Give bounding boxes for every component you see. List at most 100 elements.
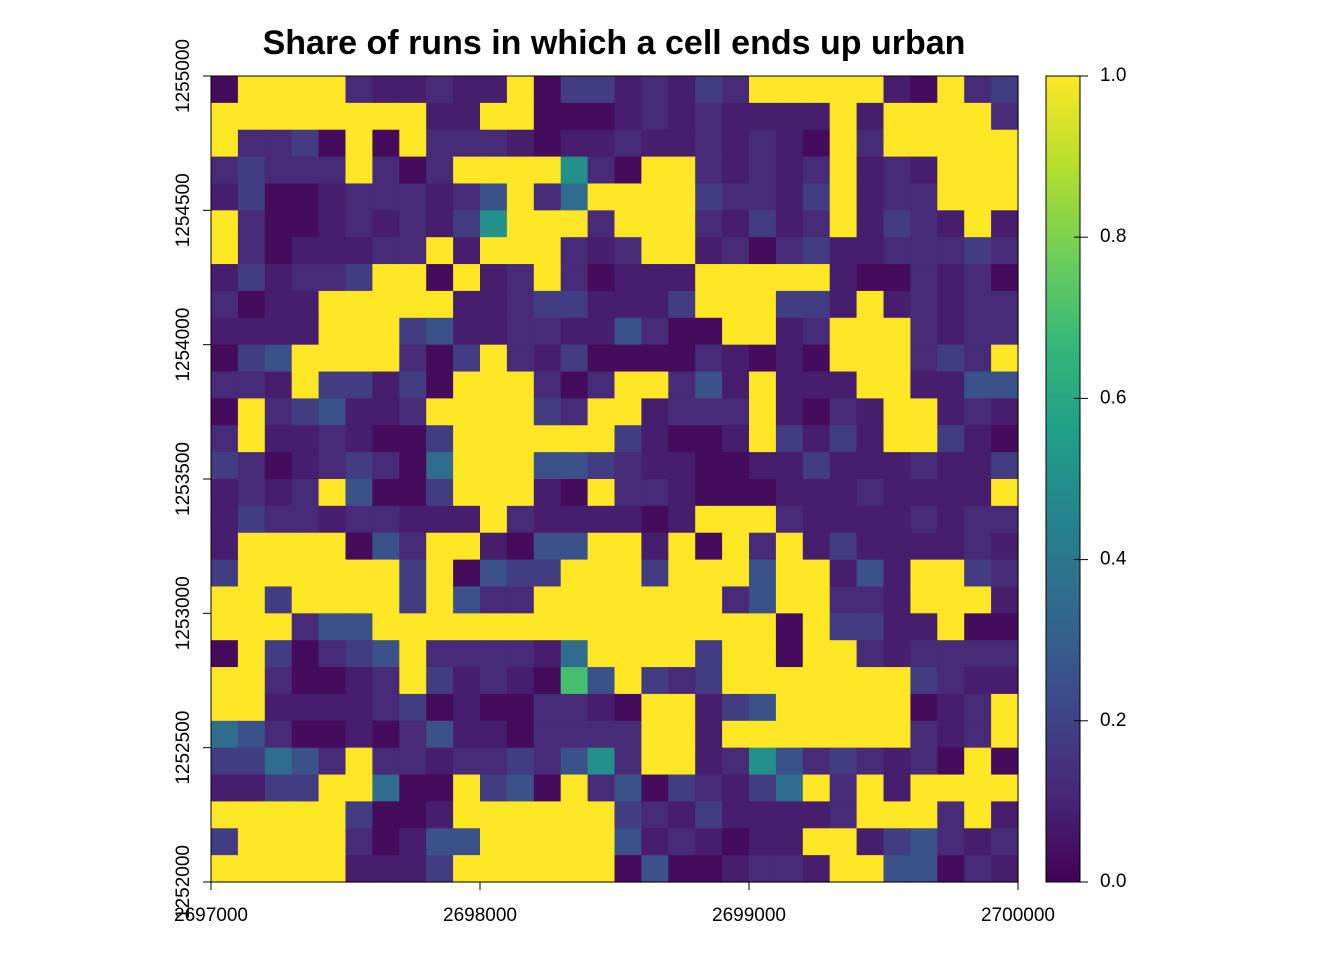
cell: [775, 129, 804, 158]
cell: [533, 828, 562, 856]
cell: [533, 237, 562, 265]
cell: [237, 183, 266, 211]
cell: [237, 559, 266, 588]
cell: [426, 102, 454, 131]
cell: [749, 801, 777, 829]
cell: [587, 505, 616, 534]
cell: [560, 693, 589, 722]
cell: [560, 344, 589, 373]
cell: [426, 559, 454, 588]
cell: [345, 559, 373, 588]
cell: [991, 505, 1019, 534]
cell: [749, 183, 777, 211]
cell: [291, 828, 320, 856]
cell: [211, 613, 239, 641]
cell: [964, 720, 992, 749]
cell: [560, 76, 589, 104]
cell: [695, 156, 723, 185]
cell: [453, 505, 481, 534]
cell: [318, 693, 347, 722]
cell: [560, 452, 589, 480]
cell: [453, 425, 481, 453]
cell: [211, 425, 239, 453]
cell: [775, 210, 804, 238]
cell: [264, 317, 293, 346]
cell: [480, 102, 508, 131]
cell: [506, 640, 535, 668]
cell: [883, 425, 911, 453]
cell: [426, 640, 454, 668]
cell: [506, 559, 535, 588]
cell: [533, 747, 562, 776]
cell: [372, 667, 400, 695]
cell: [237, 667, 266, 695]
cell: [453, 237, 481, 265]
x-tick-label: 2699000: [712, 905, 786, 926]
cell: [829, 801, 858, 829]
cell: [291, 532, 320, 561]
cell: [614, 505, 642, 534]
cell: [264, 667, 293, 695]
cell: [560, 183, 589, 211]
cell: [211, 479, 239, 507]
cell: [695, 317, 723, 346]
cell: [587, 237, 616, 265]
cell: [641, 317, 669, 346]
cell: [695, 505, 723, 534]
cell: [587, 425, 616, 453]
cell: [722, 667, 750, 695]
cell: [533, 720, 562, 749]
cell: [291, 613, 320, 641]
cell: [668, 640, 696, 668]
cell: [856, 693, 885, 722]
cell: [506, 505, 535, 534]
cell: [291, 586, 320, 614]
cell: [560, 317, 589, 346]
cell: [506, 828, 535, 856]
cell: [480, 693, 508, 722]
cell: [480, 290, 508, 319]
cell: [506, 667, 535, 695]
cell: [318, 532, 347, 561]
cell: [318, 505, 347, 534]
cell: [480, 129, 508, 158]
cell: [560, 210, 589, 238]
cell: [829, 586, 858, 614]
cell: [453, 559, 481, 588]
cell: [587, 102, 616, 131]
cell: [291, 747, 320, 776]
cell: [237, 317, 266, 346]
cell: [506, 613, 535, 641]
cell: [264, 479, 293, 507]
cell: [964, 344, 992, 373]
cell: [587, 156, 616, 185]
cell: [883, 613, 911, 641]
cell: [910, 317, 938, 346]
cell: [964, 667, 992, 695]
cell: [399, 667, 427, 695]
cell: [211, 344, 239, 373]
cell: [829, 425, 858, 453]
cell: [533, 640, 562, 668]
cell: [991, 317, 1019, 346]
cell: [560, 156, 589, 185]
cell: [237, 398, 266, 426]
cell: [802, 720, 831, 749]
cell: [237, 210, 266, 238]
cell: [991, 774, 1019, 802]
cell: [856, 586, 885, 614]
cell: [856, 183, 885, 211]
cell: [345, 264, 373, 292]
cell: [399, 156, 427, 185]
cell: [722, 693, 750, 722]
cell: [695, 801, 723, 829]
cell: [641, 264, 669, 292]
cell: [749, 344, 777, 373]
cell: [829, 290, 858, 319]
cell: [453, 667, 481, 695]
cell: [829, 371, 858, 399]
cell: [937, 693, 965, 722]
cell: [533, 479, 562, 507]
cell: [614, 425, 642, 453]
cell: [722, 532, 750, 561]
